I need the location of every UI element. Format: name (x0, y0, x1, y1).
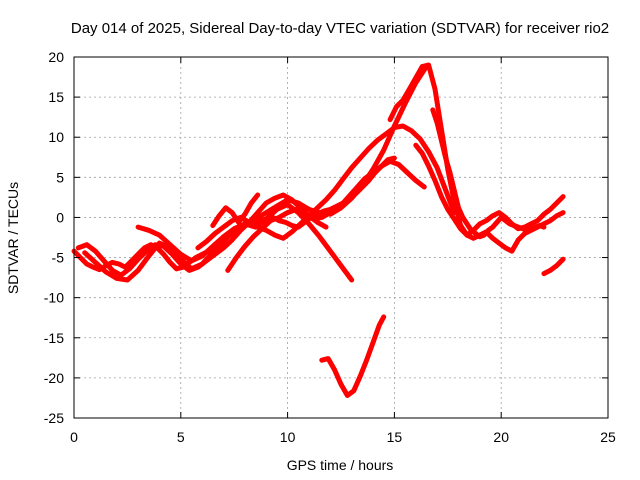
series-arc-6 (210, 192, 261, 228)
y-tick-label: 20 (48, 49, 64, 65)
series-layer (71, 62, 566, 398)
y-tick-label: -10 (44, 290, 64, 306)
series-arc-9 (413, 142, 566, 238)
x-tick-label: 15 (387, 429, 403, 445)
x-tick-label: 25 (600, 429, 616, 445)
x-tick-label: 5 (177, 429, 185, 445)
y-tick-label: -25 (44, 410, 64, 426)
y-axis-title: SDTVAR / TECUs (5, 182, 21, 294)
series-arc-12 (319, 314, 387, 398)
series-arc-11 (541, 256, 566, 277)
chart-title: Day 014 of 2025, Sidereal Day-to-day VTE… (71, 20, 609, 37)
x-tick-label: 0 (70, 429, 78, 445)
plot-frame (73, 56, 609, 419)
x-tick-label: 20 (493, 429, 509, 445)
axis-ticks (73, 56, 609, 419)
x-tick-labels: 0 5 10 15 20 25 (70, 429, 616, 445)
y-tick-label: -15 (44, 330, 64, 346)
y-tick-label: 0 (56, 209, 64, 225)
x-axis-title: GPS time / hours (287, 457, 394, 473)
y-tick-label: -5 (52, 250, 65, 266)
y-tick-label: 5 (56, 169, 64, 185)
y-tick-label: -20 (44, 370, 64, 386)
series-arc-3 (82, 202, 355, 283)
y-tick-label: 15 (48, 89, 64, 105)
series-arc-7 (225, 158, 427, 273)
x-tick-label: 10 (280, 429, 296, 445)
y-tick-label: 10 (48, 129, 64, 145)
y-tick-labels: -25 -20 -15 -10 -5 0 5 10 15 20 (44, 49, 64, 426)
series-arc-4 (135, 64, 429, 264)
series-arc-10 (430, 107, 547, 240)
